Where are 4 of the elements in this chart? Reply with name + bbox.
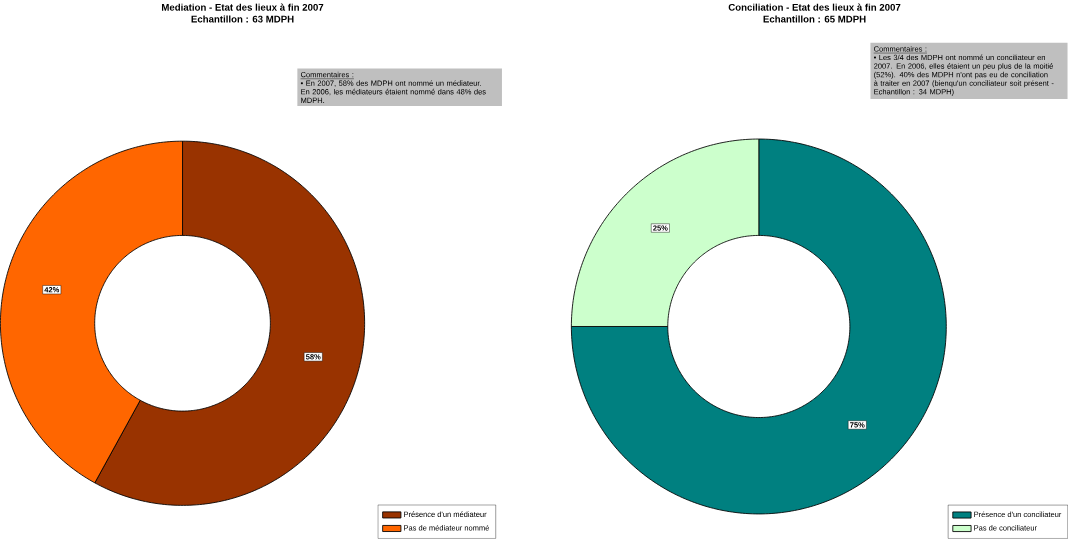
chart-subtitle: Echantillon : 65 MDPH <box>763 15 866 23</box>
chart-title: Mediation - Etat des lieux à fin 2007 <box>161 3 324 11</box>
chart-subtitle: Echantillon : 63 MDPH <box>191 15 294 23</box>
chart-title: Conciliation - Etat des lieux à fin 2007 <box>728 3 901 11</box>
